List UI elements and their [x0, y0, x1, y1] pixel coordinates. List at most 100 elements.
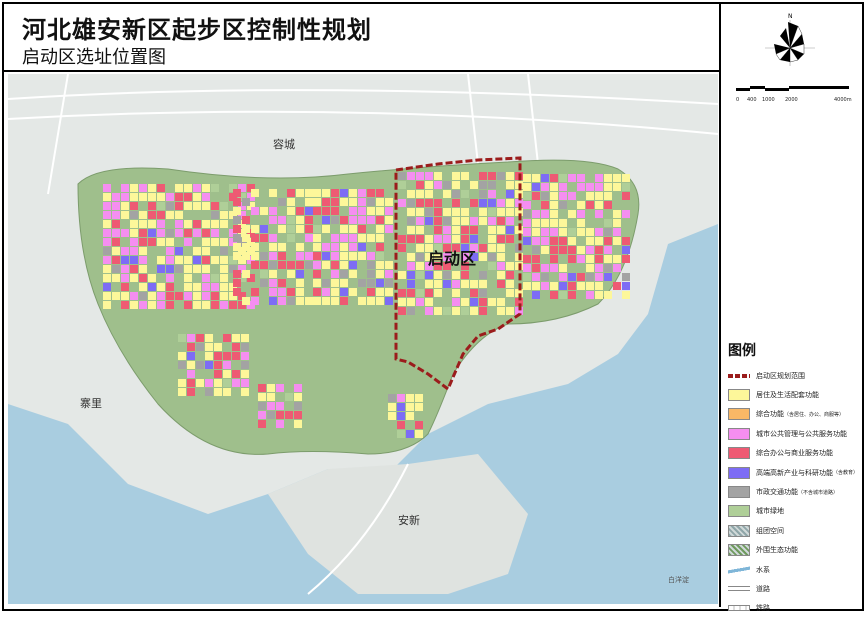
- page-subtitle: 启动区选址位置图: [22, 47, 166, 68]
- land-use-block: [407, 280, 415, 288]
- land-use-block: [568, 210, 576, 218]
- land-use-block: [376, 252, 384, 260]
- land-use-block: [367, 252, 375, 260]
- land-use-block: [397, 403, 405, 411]
- land-use-block: [220, 292, 228, 300]
- land-use-block: [276, 402, 284, 410]
- land-use-block: [577, 228, 585, 236]
- land-use-block: [285, 393, 293, 401]
- land-use-block: [425, 262, 433, 270]
- land-use-block: [497, 235, 505, 243]
- land-use-block: [193, 220, 201, 228]
- land-use-block: [595, 183, 603, 191]
- land-use-block: [425, 235, 433, 243]
- land-use-block: [184, 184, 192, 192]
- land-use-block: [166, 274, 174, 282]
- legend-swatch: [728, 563, 750, 576]
- land-use-block: [305, 207, 313, 215]
- land-use-block: [202, 202, 210, 210]
- land-use-block: [407, 226, 415, 234]
- land-use-block: [242, 252, 250, 260]
- land-use-block: [550, 183, 558, 191]
- legend-label: 市政交通功能: [756, 488, 798, 497]
- land-use-block: [541, 201, 549, 209]
- land-use-block: [559, 291, 567, 299]
- land-use-block: [211, 211, 219, 219]
- land-use-block: [532, 291, 540, 299]
- land-use-block: [523, 264, 531, 272]
- land-use-block: [349, 270, 357, 278]
- land-use-block: [586, 183, 594, 191]
- land-use-block: [322, 297, 330, 305]
- land-use-block: [287, 261, 295, 269]
- land-use-block: [358, 243, 366, 251]
- legend-item: 综合办公与商业服务功能: [728, 444, 858, 463]
- land-use-block: [613, 219, 621, 227]
- land-use-block: [322, 279, 330, 287]
- land-use-block: [294, 402, 302, 410]
- land-use-block: [550, 264, 558, 272]
- land-use-block: [233, 288, 241, 296]
- land-use-block: [233, 252, 241, 260]
- land-use-block: [434, 280, 442, 288]
- land-use-block: [233, 270, 241, 278]
- land-use-block: [232, 334, 240, 342]
- legend-swatch: [728, 605, 750, 612]
- land-use-block: [559, 237, 567, 245]
- land-use-block: [479, 199, 487, 207]
- land-use-block: [294, 420, 302, 428]
- land-use-block: [488, 244, 496, 252]
- legend-label: 综合办公与商业服务功能: [756, 449, 833, 458]
- land-use-block: [251, 207, 259, 215]
- land-use-block: [223, 370, 231, 378]
- legend-label: 组团空间: [756, 526, 784, 535]
- land-use-block: [358, 189, 366, 197]
- land-use-block: [506, 208, 514, 216]
- land-use-block: [470, 253, 478, 261]
- land-use-block: [175, 211, 183, 219]
- land-use-block: [121, 301, 129, 309]
- land-use-block: [340, 270, 348, 278]
- land-use-block: [103, 256, 111, 264]
- land-use-block: [331, 279, 339, 287]
- land-use-block: [294, 411, 302, 419]
- land-use-block: [443, 253, 451, 261]
- land-use-block: [175, 265, 183, 273]
- land-use-block: [241, 352, 249, 360]
- legend-item: 居住及生活配套功能: [728, 385, 858, 404]
- land-use-block: [407, 289, 415, 297]
- land-use-block: [541, 174, 549, 182]
- land-use-block: [515, 289, 523, 297]
- land-use-block: [166, 238, 174, 246]
- land-use-block: [103, 301, 111, 309]
- land-use-block: [568, 174, 576, 182]
- land-use-block: [214, 388, 222, 396]
- land-use-block: [148, 229, 156, 237]
- land-use-block: [407, 172, 415, 180]
- land-use-block: [479, 298, 487, 306]
- land-use-block: [196, 379, 204, 387]
- land-use-block: [130, 247, 138, 255]
- land-use-block: [523, 255, 531, 263]
- land-use-block: [397, 394, 405, 402]
- land-use-block: [202, 247, 210, 255]
- land-use-block: [287, 207, 295, 215]
- land-use-block: [532, 237, 540, 245]
- land-use-block: [425, 289, 433, 297]
- land-use-block: [622, 192, 630, 200]
- land-use-block: [202, 184, 210, 192]
- land-use-block: [193, 229, 201, 237]
- land-use-block: [220, 220, 228, 228]
- land-use-block: [367, 189, 375, 197]
- land-use-block: [103, 283, 111, 291]
- land-use-block: [296, 270, 304, 278]
- land-use-block: [121, 283, 129, 291]
- land-use-block: [568, 273, 576, 281]
- land-use-block: [157, 202, 165, 210]
- land-use-block: [532, 228, 540, 236]
- land-use-block: [269, 297, 277, 305]
- land-use-block: [251, 234, 259, 242]
- land-use-block: [121, 202, 129, 210]
- land-use-block: [425, 217, 433, 225]
